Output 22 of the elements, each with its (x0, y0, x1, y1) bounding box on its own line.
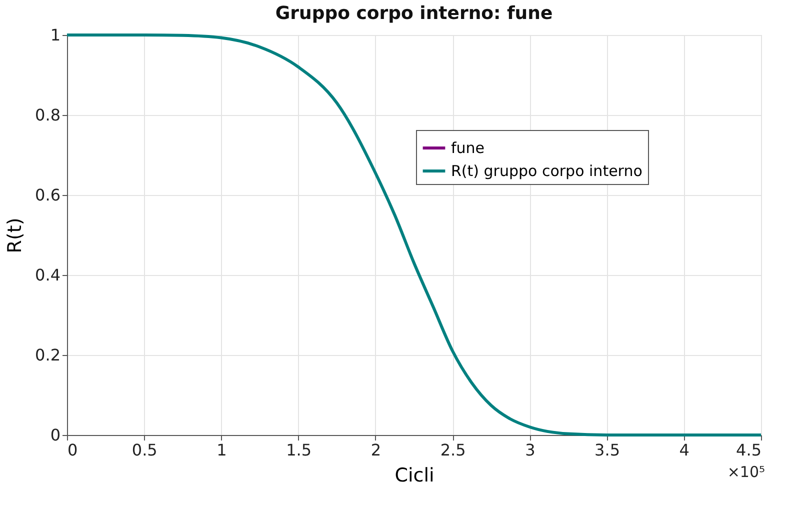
y-tick-label: 0.4 (35, 266, 60, 284)
x-tick-label: 0.5 (132, 440, 158, 460)
y-tick-label: 0.6 (35, 186, 60, 204)
y-tick-label: 1 (50, 26, 60, 44)
x-tick-label: 4 (679, 440, 690, 460)
y-axis-title: R(t) (4, 218, 26, 254)
x-tick-label: 2 (370, 440, 382, 460)
legend-label: R(t) gruppo corpo interno (451, 162, 642, 180)
x-tick-label: 2.5 (440, 440, 466, 460)
legend-label: fune (451, 139, 485, 157)
x-tick-label: 1.5 (286, 440, 312, 460)
text: ×10⁵ (727, 463, 765, 481)
x-tick-label: 0 (68, 440, 78, 460)
x-tick-label: 3 (525, 440, 536, 460)
x-tick-label: 3.5 (594, 440, 620, 460)
y-tick-label: 0.2 (35, 346, 60, 364)
x-tick-label: 1 (216, 440, 227, 460)
y-tick-label: 0 (50, 426, 60, 444)
y-tick-label: 0.8 (35, 106, 60, 124)
chart-title: Gruppo corpo interno: fune (275, 3, 553, 24)
x-axis-title: Cicli (394, 464, 434, 486)
x-tick-label: 4.5 (736, 440, 762, 460)
